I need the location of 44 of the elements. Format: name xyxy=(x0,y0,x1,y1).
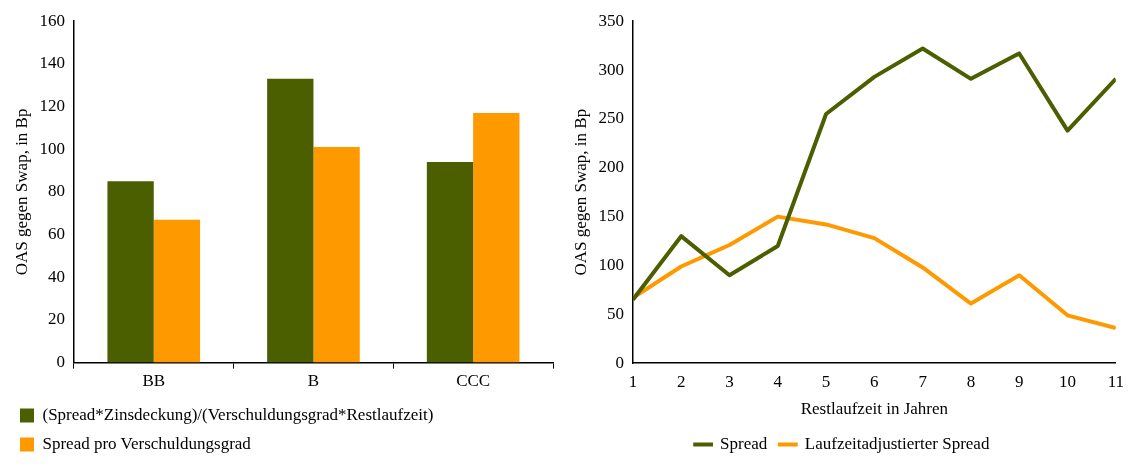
x-tick-label: CCC xyxy=(456,371,491,391)
x-tick-label: 8 xyxy=(966,371,976,391)
x-tick-label: 2 xyxy=(676,371,686,391)
x-tick-label: 10 xyxy=(1059,371,1077,391)
bar xyxy=(473,112,520,363)
x-tick-label: 4 xyxy=(773,371,783,391)
x-tick-label: 7 xyxy=(918,371,928,391)
y-tick-label: 300 xyxy=(598,59,624,79)
y-tick-label: 20 xyxy=(47,309,65,329)
legend-label: Spread xyxy=(720,433,768,453)
bar xyxy=(153,219,201,363)
y-tick-label: 200 xyxy=(598,157,624,177)
y-tick-label: 100 xyxy=(39,138,65,158)
x-tick-label: 3 xyxy=(725,371,734,391)
legend-label: Spread pro Verschuldungsgrad xyxy=(42,433,252,453)
y-tick-label: 250 xyxy=(598,108,624,128)
y-axis-title: OAS gegen Swap, in Bp xyxy=(570,108,590,276)
y-tick-label: 50 xyxy=(606,303,624,323)
x-tick-label: 11 xyxy=(1107,371,1124,391)
bar xyxy=(313,147,360,363)
y-tick-label: 60 xyxy=(47,224,65,244)
y-tick-label: 0 xyxy=(615,352,624,372)
legend-label: (Spread*Zinsdeckung)/(Verschuldungsgrad*Restlaufzeit) xyxy=(42,404,434,424)
x-tick-label: 5 xyxy=(821,371,831,391)
x-axis-title: Restlaufzeit in Jahren xyxy=(800,399,949,419)
y-tick-label: 350 xyxy=(598,10,624,30)
y-axis-title: OAS gegen Swap, in Bp xyxy=(11,108,31,276)
y-tick-label: 40 xyxy=(47,266,65,286)
bar xyxy=(107,181,154,363)
y-tick-label: 100 xyxy=(598,254,624,274)
x-tick-label: 1 xyxy=(628,371,638,391)
y-tick-label: 150 xyxy=(598,206,624,226)
y-tick-label: 160 xyxy=(39,10,65,30)
x-tick-label: 9 xyxy=(1014,371,1024,391)
x-tick-label: 6 xyxy=(870,371,879,391)
y-tick-label: 140 xyxy=(39,53,65,73)
bar xyxy=(426,162,474,363)
x-tick-label: B xyxy=(307,371,320,391)
y-tick-label: 120 xyxy=(39,96,65,116)
bar xyxy=(267,78,314,363)
legend-label: Laufzeitadjustierter Spread xyxy=(804,433,990,453)
x-tick-label: BB xyxy=(142,371,166,391)
y-tick-label: 80 xyxy=(47,181,65,201)
y-tick-label: 0 xyxy=(56,352,65,372)
